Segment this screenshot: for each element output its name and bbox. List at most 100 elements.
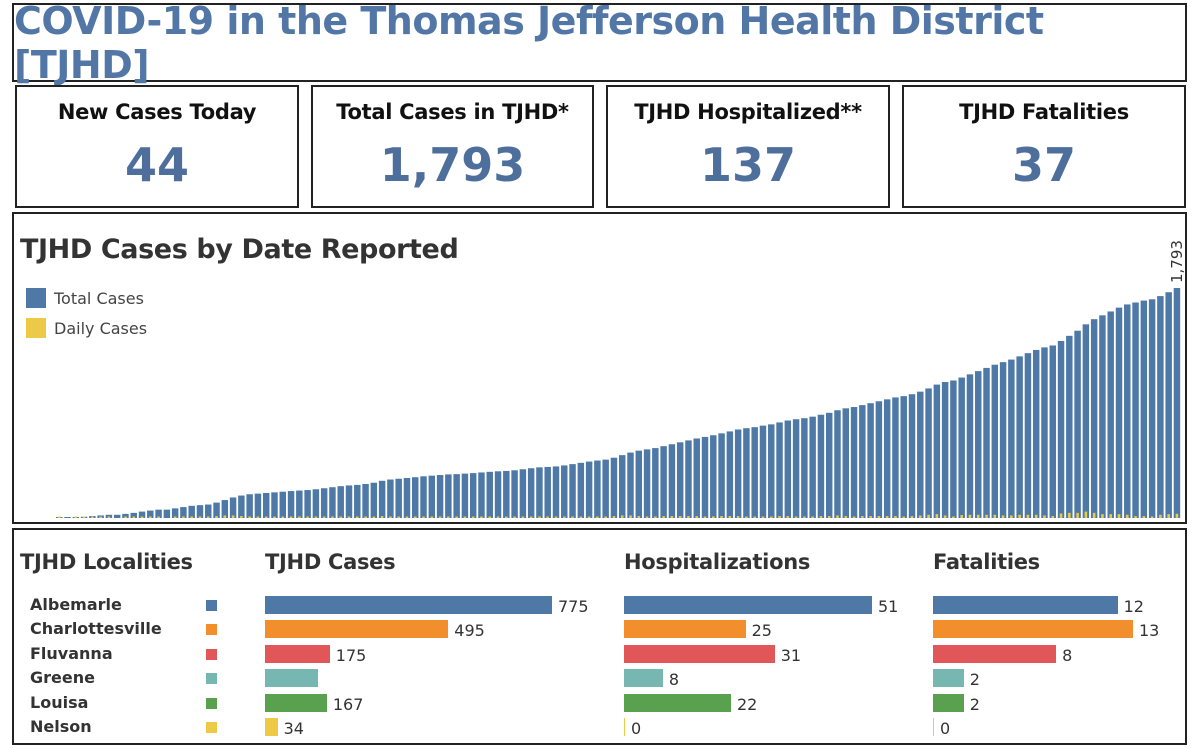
total-cases-bar[interactable] xyxy=(676,442,684,518)
daily-cases-bar[interactable] xyxy=(803,516,806,519)
total-cases-bar[interactable] xyxy=(171,508,179,518)
daily-cases-bar[interactable] xyxy=(413,516,417,519)
daily-cases-bar[interactable] xyxy=(57,516,61,519)
total-cases-bar[interactable] xyxy=(1057,340,1065,518)
total-cases-bar[interactable] xyxy=(809,416,816,518)
total-cases-bar[interactable] xyxy=(188,505,195,518)
fatal-bar[interactable] xyxy=(933,596,1118,614)
daily-cases-bar[interactable] xyxy=(206,516,210,519)
legend-daily-cases[interactable]: Daily Cases xyxy=(26,318,147,338)
total-cases-bar[interactable] xyxy=(883,399,891,518)
daily-cases-bar[interactable] xyxy=(405,516,409,519)
daily-cases-bar[interactable] xyxy=(695,516,699,518)
daily-cases-bar[interactable] xyxy=(629,515,632,518)
daily-cases-bar[interactable] xyxy=(198,516,202,519)
total-cases-bar[interactable] xyxy=(892,397,899,518)
total-cases-bar[interactable] xyxy=(320,488,328,518)
daily-cases-bar[interactable] xyxy=(1125,514,1129,518)
daily-cases-bar[interactable] xyxy=(670,516,674,518)
total-cases-bar[interactable] xyxy=(685,440,692,518)
total-cases-bar[interactable] xyxy=(917,391,924,518)
total-cases-bar[interactable] xyxy=(354,484,361,518)
daily-cases-bar[interactable] xyxy=(455,516,458,519)
daily-cases-bar[interactable] xyxy=(1051,516,1055,518)
daily-cases-bar[interactable] xyxy=(430,516,434,519)
daily-cases-bar[interactable] xyxy=(1026,514,1030,518)
daily-cases-bar[interactable] xyxy=(885,516,889,518)
daily-cases-bar[interactable] xyxy=(1101,514,1104,518)
total-cases-bar[interactable] xyxy=(850,407,858,518)
daily-cases-bar[interactable] xyxy=(1092,512,1096,518)
total-cases-bar[interactable] xyxy=(693,438,700,518)
daily-cases-bar[interactable] xyxy=(554,516,558,519)
daily-cases-bar[interactable] xyxy=(1076,512,1079,518)
daily-cases-bar[interactable] xyxy=(364,516,367,519)
daily-cases-bar[interactable] xyxy=(1001,515,1005,518)
total-cases-bar[interactable] xyxy=(1140,300,1148,518)
total-cases-bar[interactable] xyxy=(660,446,667,518)
daily-cases-bar[interactable] xyxy=(314,516,318,519)
daily-cases-bar[interactable] xyxy=(952,516,955,518)
total-cases-bar[interactable] xyxy=(403,477,411,518)
total-cases-bar[interactable] xyxy=(842,408,850,518)
total-cases-bar[interactable] xyxy=(1008,359,1015,518)
cases-bar[interactable] xyxy=(265,693,327,712)
daily-cases-bar[interactable] xyxy=(918,515,922,518)
total-cases-bar[interactable] xyxy=(610,457,618,518)
daily-cases-bar[interactable] xyxy=(248,516,251,519)
daily-cases-bar[interactable] xyxy=(463,516,467,519)
total-cases-bar[interactable] xyxy=(420,476,427,518)
daily-cases-bar[interactable] xyxy=(1134,516,1137,518)
total-cases-bar[interactable] xyxy=(1024,353,1032,518)
total-cases-bar[interactable] xyxy=(1074,330,1081,518)
daily-cases-bar[interactable] xyxy=(1034,514,1038,518)
daily-cases-bar[interactable] xyxy=(140,516,144,519)
total-cases-bar[interactable] xyxy=(983,367,990,518)
total-cases-bar[interactable] xyxy=(958,377,965,518)
total-cases-bar[interactable] xyxy=(859,405,866,518)
total-cases-bar[interactable] xyxy=(147,510,154,518)
daily-cases-bar[interactable] xyxy=(604,516,607,519)
daily-cases-bar[interactable] xyxy=(935,514,939,518)
total-cases-bar[interactable] xyxy=(627,452,634,518)
total-cases-bar[interactable] xyxy=(238,495,245,518)
total-cases-bar[interactable] xyxy=(279,491,287,518)
daily-cases-bar[interactable] xyxy=(778,516,781,518)
total-cases-bar[interactable] xyxy=(635,450,643,518)
daily-cases-bar[interactable] xyxy=(819,516,823,518)
daily-cases-bar[interactable] xyxy=(231,515,235,518)
daily-cases-bar[interactable] xyxy=(1109,514,1113,518)
total-cases-bar[interactable] xyxy=(1016,356,1023,518)
daily-cases-bar[interactable] xyxy=(471,516,475,519)
daily-cases-bar[interactable] xyxy=(355,516,359,519)
daily-cases-bar[interactable] xyxy=(1018,514,1021,518)
daily-cases-bar[interactable] xyxy=(587,516,591,519)
daily-cases-bar[interactable] xyxy=(687,516,690,518)
total-cases-bar[interactable] xyxy=(503,470,510,518)
total-cases-bar[interactable] xyxy=(776,422,783,518)
total-cases-bar[interactable] xyxy=(908,394,916,518)
total-cases-bar[interactable] xyxy=(486,471,493,518)
daily-cases-bar[interactable] xyxy=(794,516,798,519)
daily-cases-bar[interactable] xyxy=(347,516,351,519)
daily-cases-bar[interactable] xyxy=(513,516,516,519)
total-cases-bar[interactable] xyxy=(668,444,676,518)
daily-cases-bar[interactable] xyxy=(273,516,276,519)
daily-cases-bar[interactable] xyxy=(256,516,260,519)
cases-bar[interactable] xyxy=(265,620,449,639)
daily-cases-bar[interactable] xyxy=(521,516,525,519)
total-cases-bar[interactable] xyxy=(445,474,452,518)
daily-cases-bar[interactable] xyxy=(927,514,930,518)
daily-cases-bar[interactable] xyxy=(786,516,790,518)
cases-bar[interactable] xyxy=(265,644,330,663)
hosp-bar[interactable] xyxy=(624,596,872,614)
total-cases-bar[interactable] xyxy=(1165,292,1172,518)
daily-cases-bar[interactable] xyxy=(1059,513,1063,518)
daily-cases-bar[interactable] xyxy=(836,515,839,518)
daily-cases-bar[interactable] xyxy=(861,516,864,518)
daily-cases-bar[interactable] xyxy=(488,516,492,519)
daily-cases-bar[interactable] xyxy=(1159,514,1162,518)
total-cases-bar[interactable] xyxy=(138,511,146,518)
total-cases-bar[interactable] xyxy=(768,424,775,518)
daily-cases-bar[interactable] xyxy=(505,516,508,519)
